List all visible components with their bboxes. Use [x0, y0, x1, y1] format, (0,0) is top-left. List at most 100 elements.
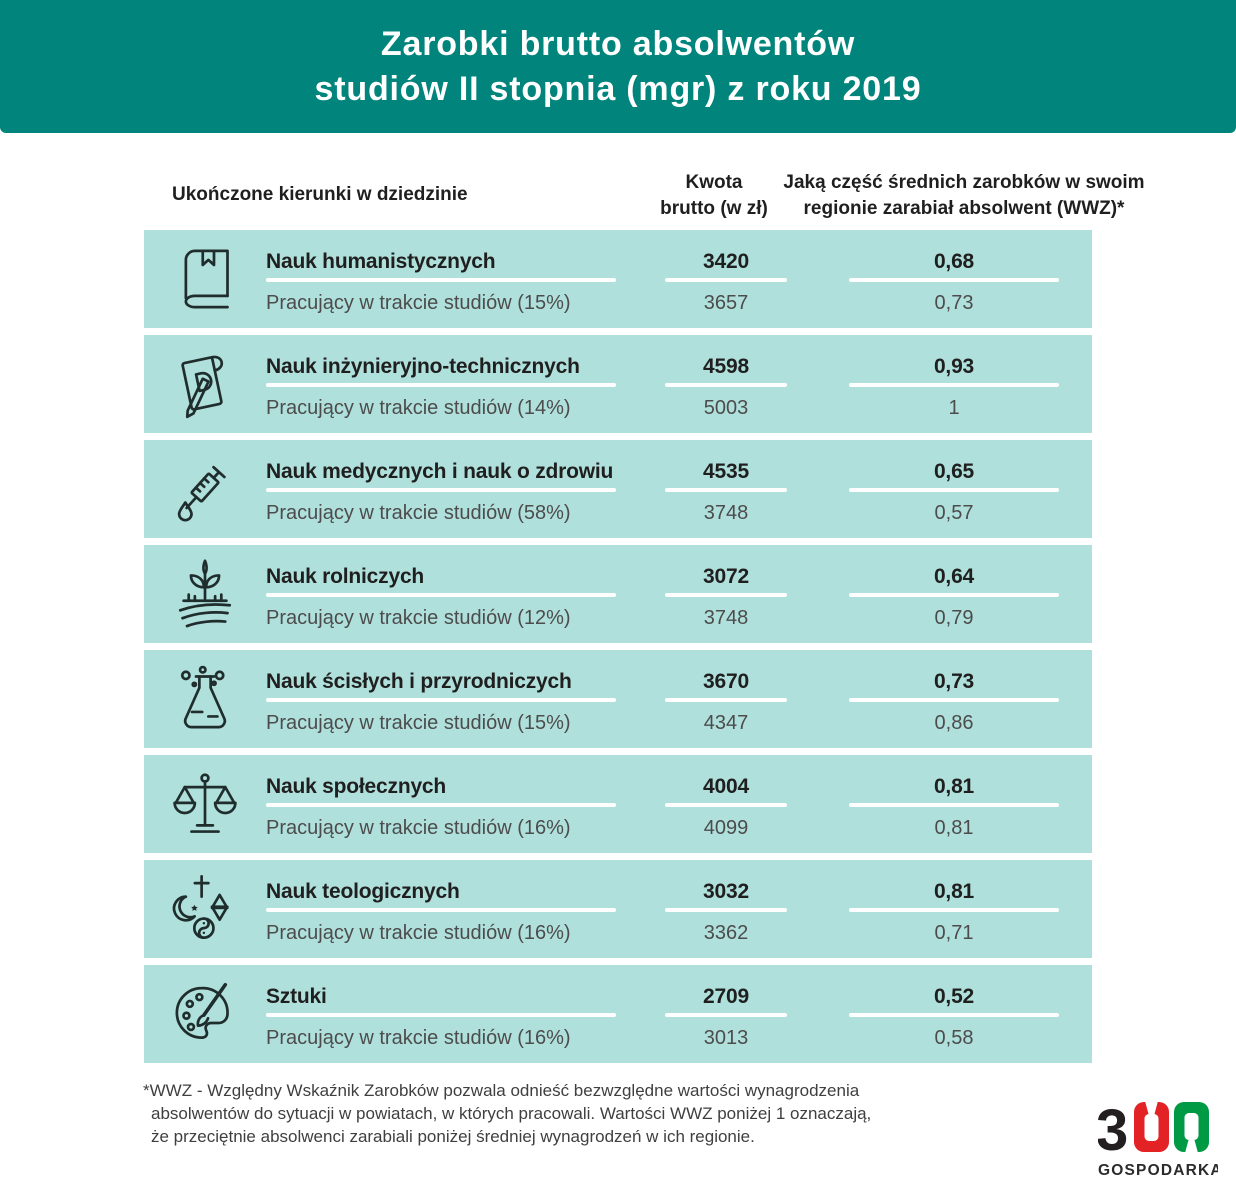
- 300gospodarka-logo: 3 GOSPODARKA: [1096, 1096, 1222, 1179]
- wwz-value-working: 0,73: [934, 291, 974, 314]
- working-during-studies-label: Pracujący w trakcie studiów (58%): [266, 501, 571, 524]
- divider: [665, 488, 787, 492]
- table-row-medical: Nauk medycznych i nauk o zdrowiu Pracują…: [144, 440, 1092, 538]
- column-header-gross-line2: brutto (w zł): [660, 198, 768, 219]
- divider: [266, 488, 616, 492]
- field-name: Nauk ścisłych i przyrodniczych: [266, 670, 572, 693]
- page-header: Zarobki brutto absolwentów studiów II st…: [0, 0, 1236, 133]
- book-icon: [144, 230, 266, 328]
- working-during-studies-label: Pracujący w trakcie studiów (16%): [266, 1026, 571, 1049]
- wwz-value-working: 0,57: [934, 501, 974, 524]
- table-row-engineering: Nauk inżynieryjno-technicznych Pracujący…: [144, 335, 1092, 433]
- divider: [266, 383, 616, 387]
- gross-value: 3670: [703, 670, 749, 693]
- divider: [849, 383, 1059, 387]
- wwz-value-working: 1: [948, 396, 960, 419]
- wwz-value-working: 0,71: [934, 921, 974, 944]
- wwz-value: 0,93: [933, 355, 975, 378]
- divider: [849, 698, 1059, 702]
- divider: [665, 908, 787, 912]
- table-row-arts: Sztuki Pracujący w trakcie studiów (16%)…: [144, 965, 1092, 1063]
- table-row-agriculture: Nauk rolniczych Pracujący w trakcie stud…: [144, 545, 1092, 643]
- divider: [849, 1013, 1059, 1017]
- divider: [266, 698, 616, 702]
- divider: [849, 908, 1059, 912]
- logo-wordmark: GOSPODARKA: [1098, 1162, 1218, 1178]
- gross-value: 2709: [703, 985, 749, 1008]
- column-header-wwz-line1: Jaką część średnich zarobków w swoim: [783, 172, 1145, 193]
- table-row-sciences: Nauk ścisłych i przyrodniczych Pracujący…: [144, 650, 1092, 748]
- gross-value: 3420: [703, 250, 749, 273]
- divider: [665, 383, 787, 387]
- syringe-icon: [144, 440, 266, 538]
- working-during-studies-label: Pracujący w trakcie studiów (12%): [266, 606, 571, 629]
- column-header-fields: Ukończone kierunki w dziedzinie: [172, 184, 468, 205]
- footnote-line2: absolwentów do sytuacji w powiatach, w k…: [151, 1104, 872, 1123]
- table-row-theology: Nauk teologicznych Pracujący w trakcie s…: [144, 860, 1092, 958]
- wwz-value: 0,64: [933, 565, 975, 588]
- field-name: Nauk społecznych: [266, 775, 447, 798]
- gross-value-working: 3013: [703, 1026, 749, 1049]
- divider: [665, 1013, 787, 1017]
- divider: [665, 803, 787, 807]
- wwz-value: 0,81: [933, 775, 975, 798]
- divider: [849, 278, 1059, 282]
- gross-value-working: 3748: [703, 606, 749, 629]
- footnote-line3: że przeciętnie absolwenci zarabiali poni…: [151, 1127, 755, 1146]
- wwz-value-working: 0,86: [934, 711, 974, 734]
- table-row-humanities: Nauk humanistycznych Pracujący w trakcie…: [144, 230, 1092, 328]
- divider: [849, 488, 1059, 492]
- field-name: Nauk medycznych i nauk o zdrowiu: [266, 460, 614, 483]
- gross-value-working: 3362: [703, 921, 749, 944]
- column-header-wwz-line2: regionie zarabiał absolwent (WWZ)*: [803, 198, 1125, 219]
- divider: [266, 593, 616, 597]
- field-name: Nauk rolniczych: [266, 565, 425, 588]
- wwz-value: 0,65: [933, 460, 975, 483]
- wwz-value-working: 0,58: [934, 1026, 974, 1049]
- divider: [266, 278, 616, 282]
- wwz-value: 0,68: [933, 250, 975, 273]
- divider: [266, 803, 616, 807]
- gross-value-working: 4347: [703, 711, 749, 734]
- page-title-line1: Zarobki brutto absolwentów: [380, 24, 856, 63]
- wwz-value-working: 0,81: [934, 816, 974, 839]
- logo-green-zero: [1174, 1102, 1209, 1153]
- column-header-gross: Kwota brutto (w zł): [624, 170, 804, 222]
- results-table: Nauk humanistycznych Pracujący w trakcie…: [144, 230, 1092, 1070]
- field-name: Sztuki: [266, 985, 327, 1008]
- field-name: Nauk humanistycznych: [266, 250, 496, 273]
- footnote-line1: *WWZ - Względny Wskaźnik Zarobków pozwal…: [143, 1081, 860, 1100]
- religions-icon: [144, 860, 266, 958]
- divider: [849, 803, 1059, 807]
- gross-value: 3072: [703, 565, 749, 588]
- palette-icon: [144, 965, 266, 1063]
- field-name: Nauk teologicznych: [266, 880, 460, 903]
- field-name: Nauk inżynieryjno-technicznych: [266, 355, 580, 378]
- logo-3-glyph: 3: [1098, 1098, 1128, 1163]
- wwz-value: 0,81: [933, 880, 975, 903]
- column-header-gross-line1: Kwota: [685, 172, 743, 193]
- blueprint-icon: [144, 335, 266, 433]
- gross-value-working: 3657: [703, 291, 749, 314]
- divider: [665, 698, 787, 702]
- divider: [665, 593, 787, 597]
- divider: [665, 278, 787, 282]
- working-during-studies-label: Pracujący w trakcie studiów (15%): [266, 291, 571, 314]
- gross-value: 3032: [703, 880, 749, 903]
- gross-value-working: 3748: [703, 501, 749, 524]
- column-header-wwz: Jaką część średnich zarobków w swoim reg…: [783, 170, 1145, 222]
- divider: [266, 908, 616, 912]
- divider: [266, 1013, 616, 1017]
- flask-icon: [144, 650, 266, 748]
- working-during-studies-label: Pracujący w trakcie studiów (16%): [266, 921, 571, 944]
- wwz-value: 0,52: [933, 985, 975, 1008]
- wwz-value-working: 0,79: [934, 606, 974, 629]
- wwz-footnote: *WWZ - Względny Wskaźnik Zarobków pozwal…: [143, 1079, 871, 1148]
- gross-value: 4535: [703, 460, 749, 483]
- gross-value: 4004: [703, 775, 749, 798]
- table-row-social: Nauk społecznych Pracujący w trakcie stu…: [144, 755, 1092, 853]
- working-during-studies-label: Pracujący w trakcie studiów (16%): [266, 816, 571, 839]
- gross-value-working: 5003: [703, 396, 749, 419]
- page-title-line2: studiów II stopnia (mgr) z roku 2019: [314, 69, 922, 108]
